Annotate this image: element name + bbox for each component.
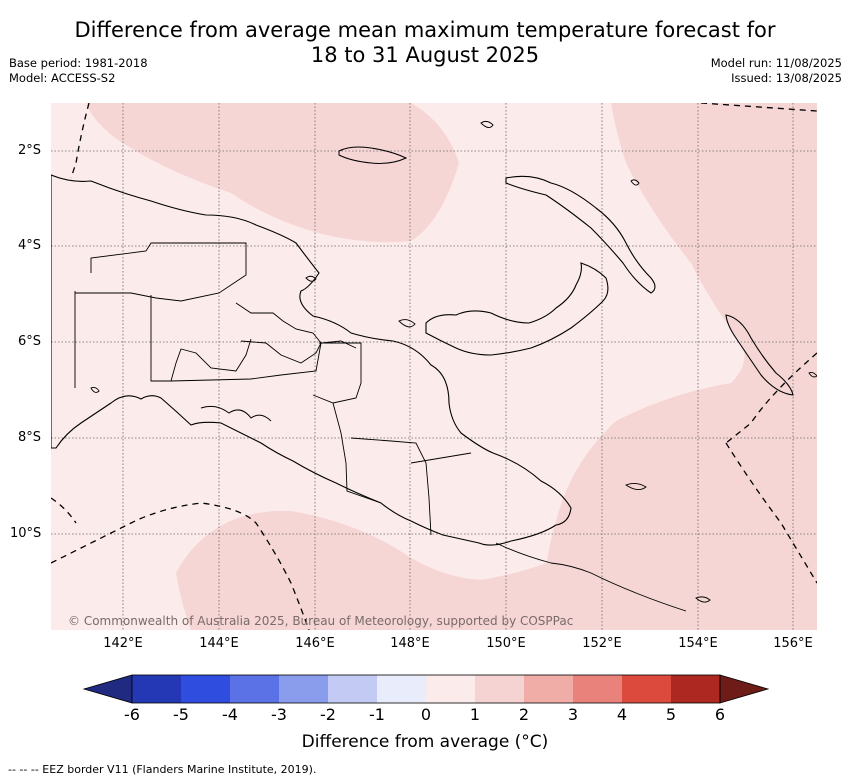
colorbar-segment [132, 675, 181, 703]
map-panel [51, 103, 817, 630]
title-line-2: 18 to 31 August 2025 [310, 43, 540, 67]
lon-label-148: 148°E [390, 636, 430, 651]
anomaly-region-north [86, 103, 459, 243]
colorbar-tick: -2 [320, 705, 336, 724]
colorbar-tick: 2 [518, 705, 530, 724]
colorbar-segment [279, 675, 328, 703]
small-islands [90, 120, 817, 603]
issued-date: Issued: 13/08/2025 [731, 71, 842, 85]
colorbar-frame [131, 674, 721, 704]
colorbar-tick: -6 [124, 705, 140, 724]
colorbar-segment [573, 675, 622, 703]
model-run: Model run: 11/08/2025 [710, 56, 842, 70]
meta-left: Base period: 1981-2018 Model: ACCESS-S2 [9, 56, 148, 86]
lat-label-6s: 6°S [18, 334, 42, 349]
colorbar-tick: 0 [420, 705, 432, 724]
lon-label-142: 142°E [103, 636, 143, 651]
colorbar-segment [475, 675, 524, 703]
model-name: Model: ACCESS-S2 [9, 71, 116, 85]
base-period: Base period: 1981-2018 [9, 56, 148, 70]
colorbar-tick: -5 [173, 705, 189, 724]
colorbar-segment [377, 675, 426, 703]
anomaly-region-south [176, 510, 551, 630]
lat-label-2s: 2°S [18, 143, 42, 158]
colorbar-tick: 3 [567, 705, 579, 724]
colorbar-tick: 1 [469, 705, 481, 724]
island-new-britain [425, 262, 609, 356]
colorbar-segment [671, 675, 720, 703]
colorbar-tick: -3 [271, 705, 287, 724]
island-manus [338, 146, 408, 164]
coastline-new-guinea [51, 174, 572, 546]
colorbar-segment [622, 675, 671, 703]
copyright-notice: © Commonwealth of Australia 2025, Bureau… [68, 614, 574, 628]
provincial-borders [74, 242, 472, 536]
lon-label-146: 146°E [295, 636, 335, 651]
island-bougainville [725, 314, 794, 396]
title-line-1: Difference from average mean maximum tem… [74, 18, 776, 42]
lon-label-154: 154°E [678, 636, 718, 651]
gridlines [51, 103, 817, 630]
colorbar-segment [426, 675, 475, 703]
lat-label-10s: 10°S [10, 526, 42, 541]
lon-label-152: 152°E [582, 636, 622, 651]
island-new-ireland [505, 175, 656, 294]
lon-label-144: 144°E [199, 636, 239, 651]
lon-label-150: 150°E [486, 636, 526, 651]
coastline-southeast-islands [495, 542, 687, 612]
colorbar-label: Difference from average (°C) [301, 732, 549, 752]
lon-label-156: 156°E [773, 636, 813, 651]
anomaly-region-east [539, 103, 817, 630]
colorbar [82, 674, 770, 704]
eez-legend-note: -- -- -- EEZ border V11 (Flanders Marine… [8, 763, 317, 776]
colorbar-segment [181, 675, 230, 703]
meta-right: Model run: 11/08/2025 Issued: 13/08/2025 [711, 56, 842, 86]
colorbar-under-arrow [82, 674, 133, 704]
colorbar-over-arrow [719, 674, 770, 704]
colorbar-segment [524, 675, 573, 703]
colorbar-tick: 4 [616, 705, 628, 724]
colorbar-tick: 6 [714, 705, 726, 724]
lat-label-4s: 4°S [18, 238, 42, 253]
coastline-gulf [200, 405, 272, 422]
eez-borders [51, 103, 817, 630]
colorbar-segment [230, 675, 279, 703]
colorbar-segment [328, 675, 377, 703]
chart-title: Difference from average mean maximum tem… [0, 18, 850, 68]
colorbar-tick: -4 [222, 705, 238, 724]
lat-label-8s: 8°S [18, 430, 42, 445]
colorbar-tick: 5 [665, 705, 677, 724]
colorbar-tick: -1 [369, 705, 385, 724]
